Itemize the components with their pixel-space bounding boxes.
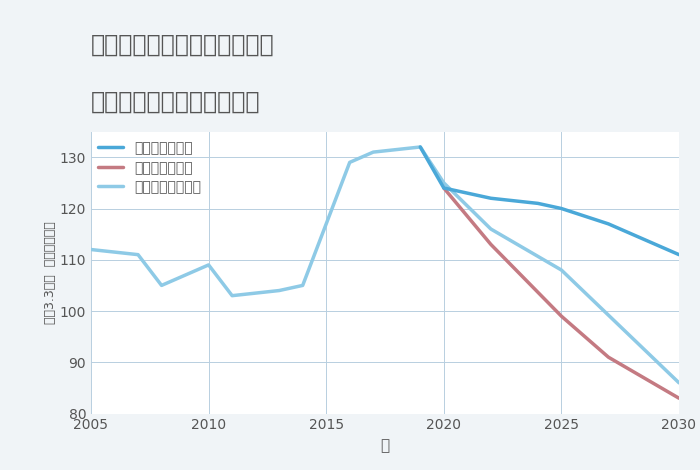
ノーマルシナリオ [275, 288, 284, 293]
ノーマルシナリオ [298, 282, 307, 288]
グッドシナリオ [604, 221, 612, 227]
グッドシナリオ [440, 185, 448, 191]
ノーマルシナリオ [557, 267, 566, 273]
グッドシナリオ [557, 206, 566, 212]
ノーマルシナリオ [416, 144, 424, 150]
グッドシナリオ [533, 201, 542, 206]
グッドシナリオ [416, 144, 424, 150]
X-axis label: 年: 年 [380, 438, 390, 453]
ノーマルシナリオ [134, 252, 142, 258]
グッドシナリオ [675, 252, 683, 258]
ノーマルシナリオ [675, 380, 683, 386]
ノーマルシナリオ [346, 159, 354, 165]
バッドシナリオ [486, 242, 495, 247]
バッドシナリオ [675, 395, 683, 401]
Line: バッドシナリオ: バッドシナリオ [444, 188, 679, 398]
Text: 中古マンションの価格推移: 中古マンションの価格推移 [91, 89, 260, 113]
ノーマルシナリオ [158, 282, 166, 288]
Text: 愛知県稲沢市平和町下三宅の: 愛知県稲沢市平和町下三宅の [91, 33, 274, 57]
グッドシナリオ [486, 196, 495, 201]
Line: グッドシナリオ: グッドシナリオ [420, 147, 679, 255]
バッドシナリオ [557, 313, 566, 319]
Line: ノーマルシナリオ: ノーマルシナリオ [91, 147, 679, 383]
ノーマルシナリオ [204, 262, 213, 268]
ノーマルシナリオ [87, 247, 95, 252]
グッドシナリオ [463, 190, 472, 196]
バッドシナリオ [604, 354, 612, 360]
ノーマルシナリオ [486, 226, 495, 232]
Y-axis label: 坪（3.3㎡）  単価（万円）: 坪（3.3㎡） 単価（万円） [44, 221, 57, 324]
Legend: グッドシナリオ, バッドシナリオ, ノーマルシナリオ: グッドシナリオ, バッドシナリオ, ノーマルシナリオ [98, 141, 201, 195]
ノーマルシナリオ [228, 293, 237, 298]
バッドシナリオ [440, 185, 448, 191]
ノーマルシナリオ [440, 180, 448, 186]
ノーマルシナリオ [369, 149, 377, 155]
